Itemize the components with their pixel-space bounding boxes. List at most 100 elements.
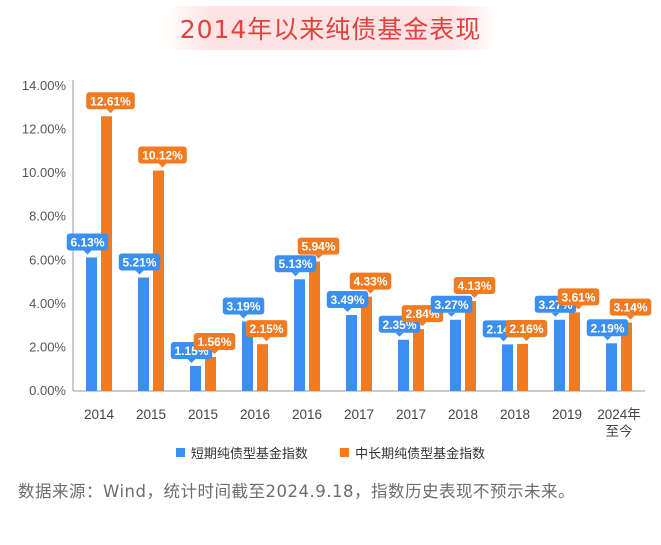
data-label-long: 3.61% bbox=[561, 290, 595, 304]
source-note: 数据来源：Wind，统计时间截至2024.9.18，指数历史表现不预示未来。 bbox=[18, 482, 575, 501]
data-label-long-pointer bbox=[418, 322, 427, 327]
bar-short bbox=[242, 321, 253, 391]
data-label-short-badge bbox=[222, 297, 265, 315]
x-tick-label: 2016 bbox=[292, 407, 322, 422]
data-label-short: 6.13% bbox=[70, 235, 104, 249]
bar-long bbox=[309, 261, 320, 391]
data-label-long: 2.15% bbox=[249, 322, 283, 336]
data-label-long-pointer bbox=[262, 337, 271, 342]
data-label-short: 2.19% bbox=[590, 321, 624, 335]
y-tick-label: 14.00% bbox=[22, 78, 67, 93]
chart-title: 2014年以来纯债基金表现 bbox=[161, 6, 500, 50]
data-label-short: 5.21% bbox=[122, 255, 156, 269]
y-tick-label: 4.00% bbox=[29, 296, 66, 311]
legend: 短期纯债型基金指数 中长期纯债型基金指数 bbox=[0, 443, 661, 462]
bar-long bbox=[413, 329, 424, 391]
data-label-short-pointer bbox=[135, 270, 144, 275]
legend-item-short: 短期纯债型基金指数 bbox=[175, 443, 308, 462]
data-label-long: 4.33% bbox=[353, 275, 387, 289]
data-label-long-badge bbox=[609, 298, 652, 316]
x-tick-label: 2015 bbox=[136, 407, 166, 422]
x-tick-label: 2016 bbox=[240, 407, 270, 422]
data-label-short-badge bbox=[430, 295, 473, 313]
data-label-long-badge bbox=[453, 277, 496, 295]
x-tick-label: 2024年 bbox=[597, 407, 641, 422]
legend-label-short: 短期纯债型基金指数 bbox=[190, 447, 308, 462]
legend-swatch-long bbox=[340, 448, 350, 457]
data-label-long: 12.61% bbox=[90, 94, 131, 108]
data-label-short: 5.13% bbox=[278, 257, 312, 271]
bar-short bbox=[606, 343, 617, 391]
bar-long bbox=[517, 343, 528, 391]
x-tick-label: 2019 bbox=[552, 407, 582, 422]
y-tick-label: 6.00% bbox=[29, 252, 66, 267]
data-label-long-pointer bbox=[158, 163, 167, 168]
x-tick-label: 2014 bbox=[84, 407, 115, 422]
x-tick-label: 2018 bbox=[500, 407, 530, 422]
data-label-long-badge bbox=[193, 333, 236, 351]
data-label-long: 10.12% bbox=[142, 149, 183, 163]
bar-short bbox=[86, 257, 97, 391]
data-label-long-badge bbox=[349, 272, 392, 290]
bar-long bbox=[257, 344, 268, 391]
data-label-short-pointer bbox=[499, 337, 508, 342]
data-label-short-pointer bbox=[291, 272, 300, 277]
bar-long bbox=[205, 357, 216, 391]
data-label-short-pointer bbox=[551, 312, 560, 317]
y-tick-label: 12.00% bbox=[22, 122, 67, 137]
data-label-short-badge bbox=[326, 290, 369, 308]
data-label-short-pointer bbox=[83, 250, 92, 255]
data-label-long-badge bbox=[297, 237, 340, 255]
data-label-long-badge bbox=[557, 288, 600, 306]
y-tick-label: 2.00% bbox=[29, 339, 66, 354]
data-label-long: 1.56% bbox=[197, 335, 231, 349]
data-label-long: 3.14% bbox=[613, 301, 647, 315]
data-label-long-badge bbox=[245, 320, 288, 338]
data-label-long-pointer bbox=[210, 350, 219, 355]
data-label-long-pointer bbox=[366, 289, 375, 294]
bar-short bbox=[398, 339, 409, 391]
data-label-short-pointer bbox=[343, 307, 352, 312]
data-label-short-pointer bbox=[239, 314, 248, 319]
data-label-long-pointer bbox=[314, 254, 323, 259]
data-label-short-pointer bbox=[187, 358, 196, 363]
data-label-long: 2.16% bbox=[509, 322, 543, 336]
data-label-long-badge bbox=[505, 319, 548, 337]
data-label-long-badge bbox=[86, 92, 135, 110]
bar-short bbox=[554, 319, 565, 391]
bar-long bbox=[621, 322, 632, 391]
data-label-long-pointer bbox=[626, 315, 635, 320]
data-label-short-pointer bbox=[395, 332, 404, 337]
data-label-long-pointer bbox=[522, 336, 531, 341]
data-label-short-badge bbox=[66, 233, 109, 251]
x-tick-label: 至今 bbox=[606, 424, 634, 439]
bar-chart: 0.00% 2.00% 4.00% 6.00% 8.00% 10.00% 12.00% 14.… bbox=[22, 78, 652, 439]
data-label-long-pointer bbox=[470, 294, 479, 299]
bar-short bbox=[138, 277, 149, 391]
bar-long bbox=[101, 116, 112, 392]
bar-long bbox=[153, 170, 164, 391]
data-label-short: 3.27% bbox=[434, 298, 468, 312]
legend-item-long: 中长期纯债型基金指数 bbox=[340, 443, 485, 462]
bar-short bbox=[450, 319, 461, 391]
bar-long bbox=[569, 312, 580, 391]
title-wrap: 2014年以来纯债基金表现 bbox=[0, 6, 661, 50]
bar-long bbox=[361, 296, 372, 391]
data-label-short-badge bbox=[118, 253, 161, 271]
x-tick-label: 2017 bbox=[396, 407, 426, 422]
x-tick-label: 2015 bbox=[188, 407, 218, 422]
bar-long bbox=[465, 301, 476, 391]
data-label-short-pointer bbox=[447, 312, 456, 317]
data-label-long-pointer bbox=[574, 305, 583, 310]
x-tick-label: 2017 bbox=[344, 407, 374, 422]
data-label-long: 5.94% bbox=[301, 240, 335, 254]
bar-short bbox=[190, 365, 201, 391]
data-label-short: 3.49% bbox=[330, 293, 364, 307]
data-label-short-pointer bbox=[603, 336, 612, 341]
legend-swatch-short bbox=[175, 448, 185, 457]
data-label-short-badge bbox=[586, 319, 629, 337]
bar-short bbox=[294, 279, 305, 391]
data-label-long-badge bbox=[138, 146, 187, 164]
bar-short bbox=[346, 314, 357, 391]
data-label-long: 4.13% bbox=[457, 279, 491, 293]
